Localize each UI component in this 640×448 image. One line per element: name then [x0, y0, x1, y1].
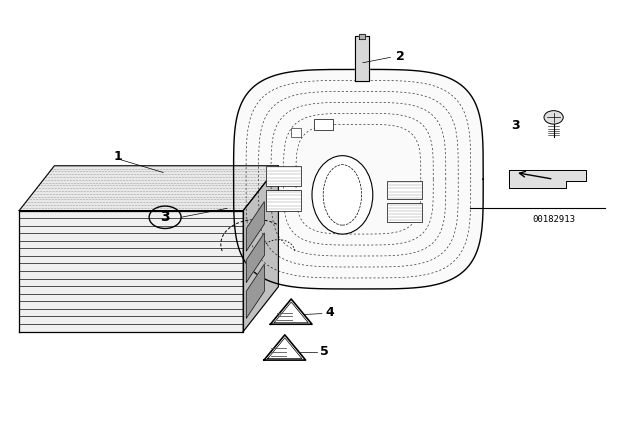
Bar: [266, 166, 301, 186]
Polygon shape: [270, 299, 312, 324]
Ellipse shape: [323, 165, 362, 225]
Polygon shape: [509, 170, 586, 188]
Polygon shape: [264, 335, 306, 360]
Polygon shape: [234, 69, 483, 289]
Polygon shape: [355, 36, 369, 81]
Ellipse shape: [312, 156, 372, 234]
Bar: [291, 128, 301, 137]
Polygon shape: [243, 166, 278, 332]
Bar: [387, 181, 422, 199]
Text: 1: 1: [114, 150, 123, 164]
Text: 00182913: 00182913: [532, 215, 575, 224]
Polygon shape: [246, 202, 264, 251]
Polygon shape: [19, 166, 278, 211]
Polygon shape: [246, 264, 264, 318]
Polygon shape: [19, 211, 243, 332]
Text: 5: 5: [320, 345, 329, 358]
Text: 2: 2: [396, 49, 404, 63]
Polygon shape: [246, 233, 264, 282]
Circle shape: [544, 111, 563, 124]
Text: 3: 3: [160, 210, 170, 224]
Text: 4: 4: [325, 306, 334, 319]
Bar: [266, 190, 301, 211]
Bar: [387, 203, 422, 222]
Bar: [314, 119, 333, 130]
Polygon shape: [360, 34, 365, 39]
Text: 3: 3: [511, 119, 520, 132]
